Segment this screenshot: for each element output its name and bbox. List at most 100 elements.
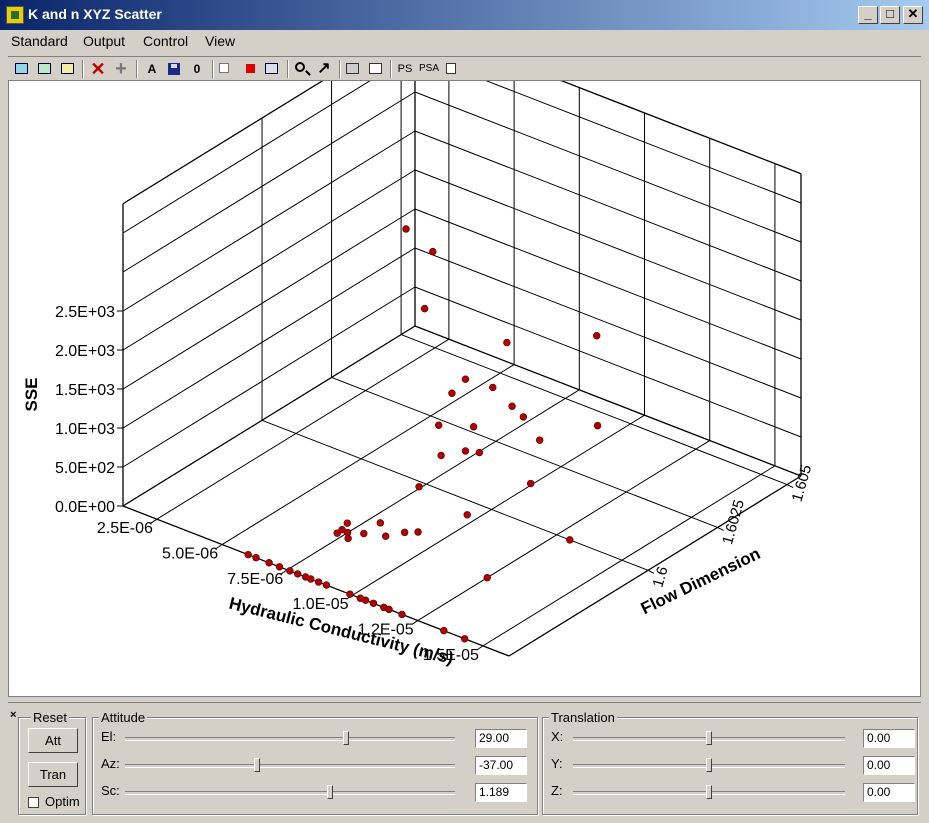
z-axis-label: SSE [22, 377, 41, 411]
zoom-button[interactable] [292, 59, 312, 79]
translation-value-field-1[interactable]: 0.00 [863, 756, 915, 775]
right-wall-grid-h-2 [414, 247, 802, 399]
add-button[interactable]: + [111, 59, 131, 79]
right-wall-grid-h-1 [414, 286, 802, 438]
x-tick-label-5: 1.5E-05 [423, 647, 479, 664]
attitude-slider-thumb-1[interactable] [254, 758, 260, 772]
delete-icon: ✕ [90, 59, 106, 79]
data-point-47 [460, 635, 469, 643]
minimize-button[interactable]: _ [858, 6, 878, 24]
floor-left-edge [122, 325, 416, 507]
data-point-4 [448, 389, 456, 397]
left-wall-grid-h-4 [122, 169, 416, 351]
att-button[interactable]: Att [28, 728, 78, 753]
toolbar-separator [136, 60, 138, 78]
y-tick-label-0: 1.6 [650, 565, 672, 590]
attitude-slider-thumb-2[interactable] [326, 785, 333, 799]
toolbar-separator [287, 60, 289, 78]
data-point-8 [435, 421, 443, 429]
plot-area[interactable]: 0.0E+00 5.0E+02 1.0E+03 1.5E+03 2.0E+03 2.5E+… [8, 80, 921, 697]
color-icon [246, 64, 255, 73]
data-point-33 [275, 563, 284, 571]
menu-output[interactable]: Output [83, 33, 126, 49]
print-button[interactable] [343, 59, 363, 79]
menu-view[interactable]: View [205, 33, 236, 49]
translation-group-title: Translation [549, 710, 617, 725]
data-point-9 [469, 423, 478, 431]
text-icon: A [147, 62, 157, 76]
toolbar-separator [212, 60, 214, 78]
psa-button[interactable]: PSA [418, 59, 440, 79]
attitude-value-field-1[interactable]: -37.00 [475, 756, 527, 775]
copy-button[interactable] [443, 59, 463, 79]
panel-close-icon[interactable]: × [10, 709, 17, 721]
toolbar-separator [82, 60, 84, 78]
translation-slider-thumb-0[interactable] [706, 731, 712, 745]
format-button[interactable] [216, 59, 236, 79]
menu-standard[interactable]: Standard [11, 33, 68, 49]
right-wall-grid-h-5 [414, 130, 802, 282]
floor-grid-x-0 [156, 338, 450, 520]
data-point-31 [252, 553, 260, 562]
attitude-value-field-2[interactable]: 1.189 [475, 783, 527, 802]
translation-label-2: Z: [551, 783, 563, 798]
save-button[interactable] [164, 59, 184, 79]
z-tick-label-5: 2.5E+03 [55, 304, 115, 321]
arrow-button[interactable]: ↗ [314, 59, 334, 79]
print-preview-button[interactable] [366, 59, 386, 79]
new-icon [15, 63, 28, 74]
data-point-40 [346, 590, 354, 598]
right-wall-grid-h-6 [414, 91, 802, 243]
arrow-icon: ↗ [317, 60, 331, 77]
zero-button[interactable]: 0 [187, 59, 207, 79]
data-point-48 [566, 536, 574, 544]
data-point-37 [307, 575, 315, 583]
color-button[interactable] [239, 59, 259, 79]
psa-icon: PSA [418, 63, 439, 74]
attitude-slider-thumb-0[interactable] [343, 731, 350, 745]
attitude-slider-2[interactable] [125, 791, 455, 795]
data-point-3 [593, 332, 601, 340]
ps-button[interactable]: PS [395, 59, 415, 79]
delete-button[interactable]: ✕ [88, 59, 108, 79]
text-button[interactable]: A [142, 59, 162, 79]
new-button[interactable] [12, 59, 32, 79]
data-point-39 [322, 581, 331, 589]
ps-icon: PS [397, 63, 413, 75]
menu-control[interactable]: Control [143, 33, 189, 49]
data-point-49 [483, 573, 491, 582]
translation-slider-thumb-2[interactable] [706, 785, 712, 799]
data-point-13 [519, 413, 528, 421]
close-button[interactable]: ✕ [903, 6, 923, 24]
x-tick-label-1: 5.0E-06 [162, 546, 218, 563]
app-icon [6, 6, 24, 24]
attitude-value-field-0[interactable]: 29.00 [475, 729, 527, 748]
copy-icon [446, 63, 456, 74]
scatter-3d-chart: 0.0E+00 5.0E+02 1.0E+03 1.5E+03 2.0E+03 2.5E+… [22, 81, 815, 668]
maximize-button[interactable]: □ [880, 6, 900, 24]
tran-button[interactable]: Tran [28, 762, 78, 787]
x-tick-label-4: 1.2E-05 [358, 622, 414, 639]
left-wall-grid-h-5 [122, 130, 416, 312]
attitude-slider-0[interactable] [125, 737, 455, 741]
window-title: K and n XYZ Scatter [28, 6, 162, 22]
translation-value-field-0[interactable]: 0.00 [863, 729, 915, 748]
refresh-button[interactable] [35, 59, 55, 79]
translation-slider-thumb-1[interactable] [706, 758, 712, 772]
y-tick-1 [717, 526, 724, 531]
floor-back-edge [414, 325, 802, 477]
data-point-23 [333, 529, 341, 537]
add-plot-button[interactable] [58, 59, 78, 79]
list-button[interactable] [262, 59, 282, 79]
attitude-group: Attitude El: 29.00 Az: -37.00 Sc: 1.189 [92, 710, 538, 815]
add-icon: + [115, 58, 127, 80]
data-point-34 [286, 567, 294, 575]
attitude-slider-1[interactable] [125, 764, 455, 768]
z-tick-label-0: 0.0E+00 [55, 499, 115, 516]
optim-checkbox[interactable] [28, 797, 39, 808]
data-point-45 [385, 605, 393, 614]
refresh-icon [38, 63, 51, 74]
list-icon [265, 63, 278, 74]
print-preview-icon [369, 63, 382, 74]
translation-value-field-2[interactable]: 0.00 [863, 783, 915, 802]
